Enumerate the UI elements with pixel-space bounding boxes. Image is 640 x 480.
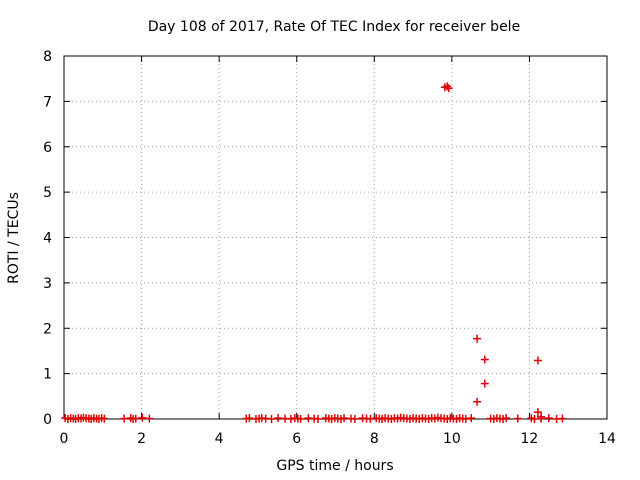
data-point bbox=[480, 355, 489, 364]
y-tick-label: 4 bbox=[43, 231, 52, 247]
data-point bbox=[480, 379, 489, 388]
data-point bbox=[138, 413, 147, 422]
y-tick-label: 2 bbox=[43, 321, 52, 337]
data-points bbox=[61, 82, 567, 423]
data-point bbox=[513, 414, 522, 423]
data-point bbox=[502, 414, 511, 423]
data-point bbox=[286, 415, 295, 423]
data-point bbox=[558, 414, 567, 423]
y-tick-label: 6 bbox=[43, 140, 52, 156]
x-tick-label: 4 bbox=[215, 431, 224, 447]
chart-title: Day 108 of 2017, Rate Of TEC Index for r… bbox=[148, 19, 520, 35]
x-tick-label: 0 bbox=[60, 431, 69, 447]
x-axis-label: GPS time / hours bbox=[276, 458, 393, 474]
data-point bbox=[296, 415, 305, 423]
x-tick-label: 14 bbox=[598, 431, 616, 447]
data-point bbox=[467, 414, 476, 423]
data-point bbox=[537, 412, 546, 421]
grid-layer bbox=[64, 56, 607, 419]
x-tick-label: 2 bbox=[137, 431, 146, 447]
x-tick-label: 6 bbox=[292, 431, 301, 447]
chart-text: Day 108 of 2017, Rate Of TEC Index for r… bbox=[6, 19, 520, 474]
data-point bbox=[473, 334, 482, 343]
y-axis-label: ROTI / TECUs bbox=[6, 192, 22, 284]
data-point bbox=[533, 356, 542, 365]
y-tick-label: 0 bbox=[43, 412, 52, 428]
x-tick-label: 8 bbox=[370, 431, 379, 447]
x-tick-label: 12 bbox=[521, 431, 539, 447]
data-point bbox=[267, 415, 276, 423]
data-point bbox=[473, 397, 482, 406]
data-point bbox=[533, 408, 542, 417]
data-point bbox=[544, 414, 553, 423]
data-point bbox=[314, 415, 323, 423]
data-point bbox=[340, 414, 349, 423]
data-point bbox=[443, 82, 452, 91]
data-point bbox=[366, 415, 375, 423]
x-tick-label: 10 bbox=[443, 431, 461, 447]
y-tick-label: 8 bbox=[43, 49, 52, 65]
data-point bbox=[274, 414, 283, 423]
y-tick-label: 1 bbox=[43, 367, 52, 383]
y-tick-label: 7 bbox=[43, 94, 52, 110]
data-point bbox=[131, 414, 140, 423]
data-point bbox=[245, 414, 254, 423]
y-tick-label: 3 bbox=[43, 276, 52, 292]
data-point bbox=[444, 84, 453, 93]
y-tick-label: 5 bbox=[43, 185, 52, 201]
data-point bbox=[100, 414, 109, 423]
data-point bbox=[461, 415, 470, 423]
data-point bbox=[145, 414, 154, 423]
data-point bbox=[350, 415, 359, 423]
